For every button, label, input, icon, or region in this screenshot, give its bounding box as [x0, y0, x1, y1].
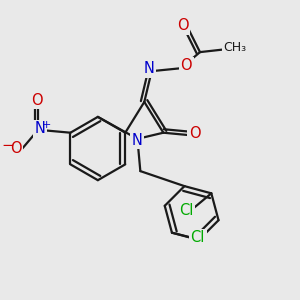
Text: O: O: [10, 141, 21, 156]
Text: CH₃: CH₃: [224, 41, 247, 54]
Text: −: −: [1, 138, 14, 153]
Text: Cl: Cl: [190, 230, 205, 245]
Text: O: O: [180, 58, 192, 74]
Text: N: N: [34, 122, 45, 136]
Text: O: O: [177, 18, 189, 33]
Text: +: +: [41, 120, 51, 130]
Text: N: N: [143, 61, 154, 76]
Text: N: N: [132, 133, 143, 148]
Text: Cl: Cl: [179, 203, 194, 218]
Text: O: O: [189, 126, 200, 141]
Text: O: O: [31, 93, 43, 108]
